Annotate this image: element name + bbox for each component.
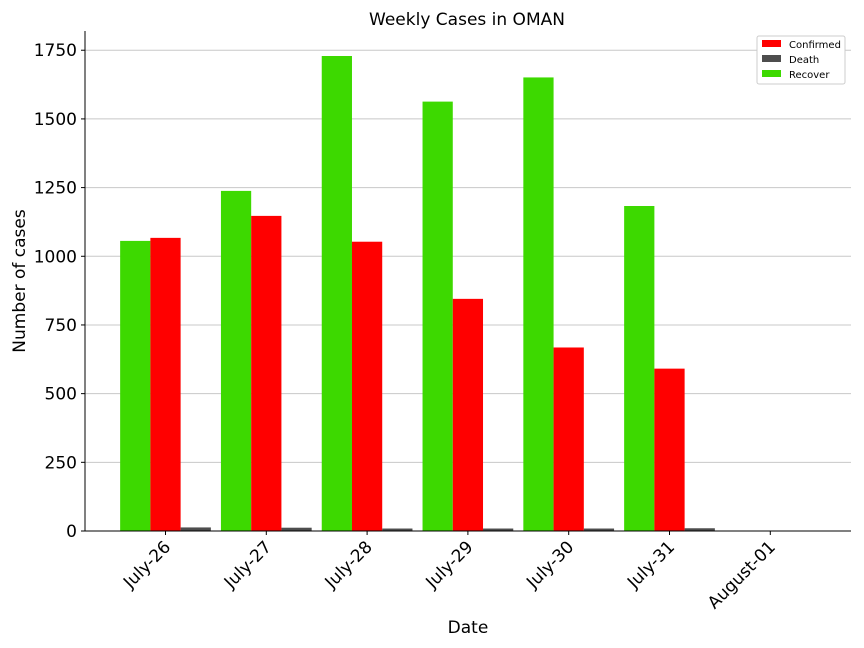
legend-swatch-confirmed: [762, 40, 781, 47]
bar-death-july-27: [281, 527, 312, 531]
y-tick-label: 750: [45, 316, 77, 336]
bar-death-july-28: [382, 528, 413, 531]
y-tick-label: 1750: [34, 41, 77, 61]
x-axis-ticks: July-26 July-27 July-28 July-29 July-30 July-…: [119, 531, 780, 613]
bar-recover-july-30: [523, 77, 554, 531]
bar-confirmed-july-29: [452, 298, 484, 531]
bar-death-july-30: [583, 528, 615, 531]
y-tick-label: 1250: [34, 179, 77, 199]
y-axis-ticks: 0 250 500 750 1000 1250 1500 1750: [34, 41, 85, 542]
legend-swatch-recover: [762, 70, 781, 77]
bar-death-july-26: [180, 527, 211, 531]
bar-recover-july-28: [321, 56, 352, 531]
bars: [120, 56, 715, 531]
chart-title: Weekly Cases in OMAN: [369, 10, 565, 30]
bar-recover-july-26: [120, 240, 151, 531]
bar-confirmed-july-31: [654, 368, 685, 531]
legend: Confirmed Death Recover: [756, 35, 846, 85]
bar-confirmed-july-26: [150, 237, 181, 531]
bar-recover-july-29: [422, 101, 453, 531]
bar-recover-july-31: [624, 206, 655, 531]
x-tick-label: July-27: [220, 537, 276, 593]
bar-confirmed-july-28: [351, 241, 383, 531]
y-tick-label: 1000: [34, 247, 77, 267]
x-tick-label: July-28: [321, 537, 377, 593]
x-tick-label: July-31: [623, 537, 679, 593]
x-axis-label: Date: [448, 618, 489, 638]
bar-recover-july-27: [220, 190, 252, 531]
bar-confirmed-july-30: [553, 347, 584, 531]
x-tick-label: July-30: [522, 537, 578, 593]
legend-swatch-death: [762, 55, 781, 62]
legend-label-death: Death: [789, 55, 819, 66]
y-tick-label: 250: [45, 453, 77, 473]
legend-label-confirmed: Confirmed: [789, 40, 841, 51]
bar-death-july-29: [483, 528, 514, 531]
bar-confirmed-july-27: [251, 215, 282, 531]
legend-label-recover: Recover: [789, 70, 830, 81]
x-tick-label: July-26: [119, 537, 175, 593]
y-axis-label: Number of cases: [10, 209, 30, 353]
y-tick-label: 1500: [34, 110, 77, 130]
x-tick-label: July-29: [422, 537, 478, 593]
bar-death-july-31: [684, 528, 715, 531]
y-tick-label: 0: [66, 522, 77, 542]
x-tick-label: August-01: [704, 537, 780, 613]
y-tick-label: 500: [45, 385, 77, 405]
